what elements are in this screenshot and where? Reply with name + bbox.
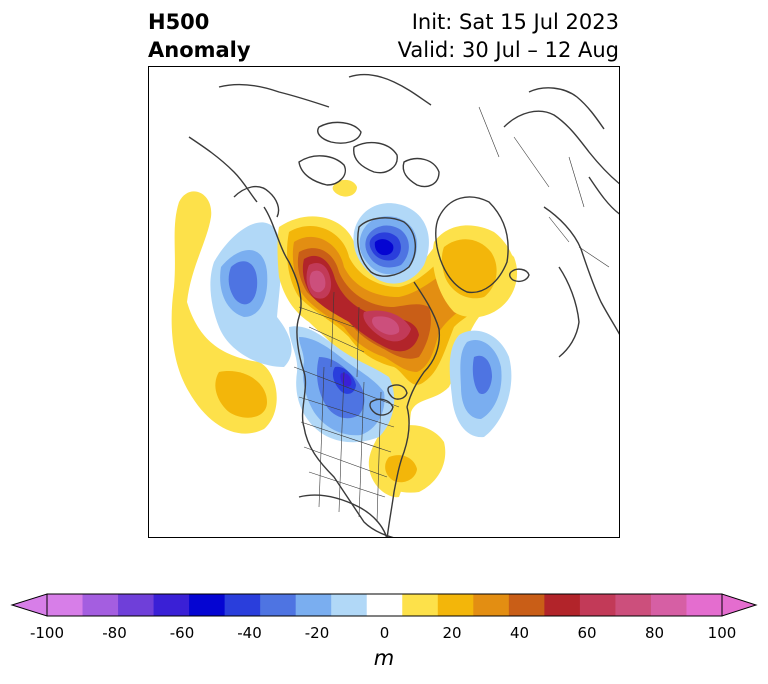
colorbar-tick-label: 60 <box>577 624 597 642</box>
anomaly-map <box>148 66 620 538</box>
colorbar-cell <box>82 594 119 616</box>
colorbar-tick-label: -20 <box>304 624 330 642</box>
colorbar-tick-label: -100 <box>29 624 65 642</box>
arctic-positive-anomaly <box>332 179 357 197</box>
colorbar-tick-label: -40 <box>237 624 262 642</box>
title-type: Anomaly <box>148 38 251 62</box>
colorbar-tick-label: -80 <box>102 624 127 642</box>
colorbar-cell <box>260 594 297 616</box>
colorbar-cell <box>473 594 510 616</box>
colorbar-cell <box>118 594 155 616</box>
colorbar-cell <box>331 594 368 616</box>
colorbar-border <box>46 593 723 617</box>
colorbar-tick-label: 0 <box>379 624 390 642</box>
coastlines <box>188 73 619 537</box>
colorbar-cell <box>579 594 616 616</box>
colorbar <box>10 593 758 617</box>
valid-period: Valid: 30 Jul – 12 Aug <box>397 38 619 62</box>
colorbar-tick-label: 40 <box>509 624 530 642</box>
colorbar-cell <box>47 594 84 616</box>
colorbar-cell <box>650 594 687 616</box>
colorbar-tick-label: 80 <box>644 624 665 642</box>
colorbar-cell <box>544 594 581 616</box>
colorbar-tick-label: 20 <box>442 624 462 642</box>
colorbar-cell <box>224 594 261 616</box>
map-canvas <box>171 73 619 537</box>
colorbar-cell <box>437 594 474 616</box>
gulf-of-alaska-negative-anomaly <box>210 222 292 367</box>
init-date: Init: Sat 15 Jul 2023 <box>411 10 619 34</box>
map-title: H500 Anomaly <box>148 8 251 64</box>
title-variable: H500 <box>148 10 210 34</box>
colorbar-cell <box>402 594 439 616</box>
colorbar-unit: m <box>373 646 395 670</box>
colorbar-cell <box>366 594 403 616</box>
pacific-positive-anomaly <box>171 191 277 434</box>
forecast-dates: Init: Sat 15 Jul 2023 Valid: 30 Jul – 12… <box>398 8 619 64</box>
colorbar-tick-label: 100 <box>707 624 737 642</box>
political-borders <box>293 106 610 523</box>
colorbar-cell <box>686 594 723 616</box>
colorbar-cell <box>153 594 190 616</box>
colorbar-tick-label: -60 <box>169 624 195 642</box>
colorbar-cell <box>295 594 332 616</box>
colorbar-extend-low <box>10 593 48 617</box>
eastern-us-ridge <box>374 425 446 493</box>
colorbar-cell <box>508 594 545 616</box>
north-atlantic-trough <box>449 330 512 438</box>
colorbar-extend-high <box>721 593 758 617</box>
hudson-bay-trough <box>353 203 429 284</box>
colorbar-cell <box>615 594 652 616</box>
colorbar-cell <box>189 594 226 616</box>
